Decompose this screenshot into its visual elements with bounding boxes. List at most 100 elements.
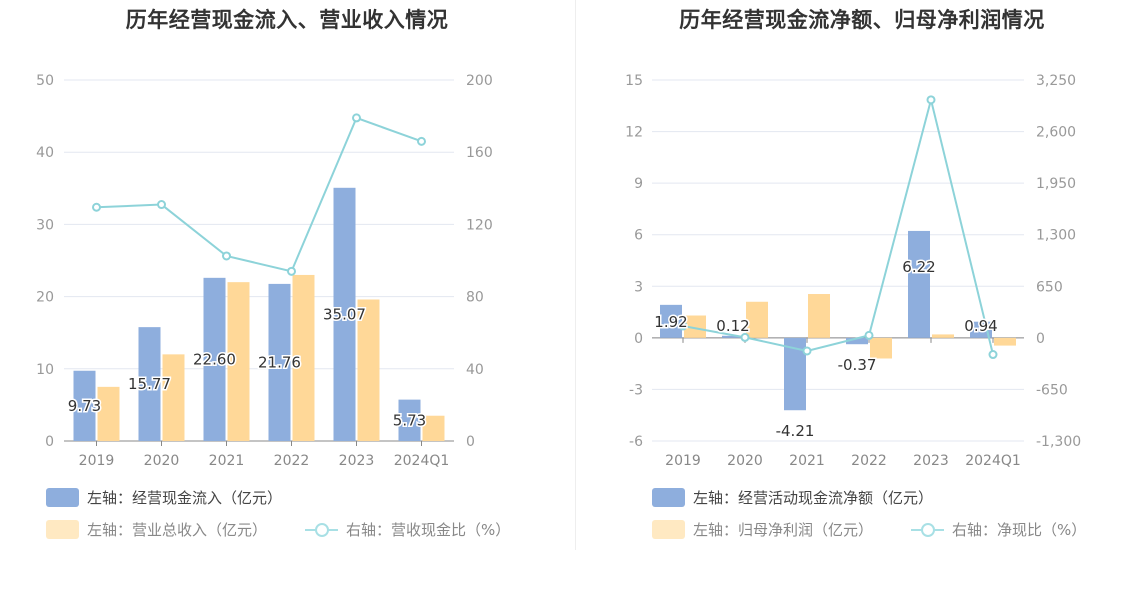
right-chart-panel: 历年经营现金流净额、归母净利润情况 -6 -1,300 -3 -650 0 0 3 650 6 1… <box>576 0 1148 550</box>
y-left-tick-label: 40 <box>36 145 54 161</box>
legend-label[interactable]: 左轴：经营现金流入（亿元） <box>87 489 283 507</box>
line-point <box>157 200 166 210</box>
data-label: 0.12 <box>716 317 749 335</box>
y-right-tick-label: 80 <box>466 290 484 306</box>
legend-label[interactable]: 左轴：营业总收入（亿元） <box>87 521 268 539</box>
right-legend-row-1: 左轴：经营活动现金流净额（亿元） <box>652 487 933 508</box>
x-tick-label: 2021 <box>209 453 245 469</box>
line-point <box>287 266 296 276</box>
data-label: 1.92 <box>654 313 687 331</box>
line-point <box>864 330 874 340</box>
y-left-tick-label: 30 <box>36 217 54 233</box>
y-left-tick-label: 12 <box>625 125 643 141</box>
left-chart-title: 历年经营现金流入、营业收入情况 <box>125 8 449 32</box>
y-left-tick-label: 10 <box>36 362 54 378</box>
data-label: 22.60 <box>193 350 236 368</box>
bar <box>138 327 161 441</box>
left-legend-row-2: 左轴：营业总收入（亿元） 右轴：营收现金比（%） <box>46 519 510 540</box>
bar <box>722 335 744 338</box>
legend-label[interactable]: 左轴：经营活动现金流净额（亿元） <box>693 489 934 507</box>
legend-swatch-line <box>911 520 945 539</box>
legend-swatch-bar-blue <box>652 488 685 507</box>
bar <box>746 301 768 338</box>
bar <box>784 337 806 411</box>
y-right-tick-label: 1,950 <box>1036 176 1076 192</box>
legend-label[interactable]: 右轴：营收现金比（%） <box>346 521 511 539</box>
bar <box>684 315 706 338</box>
y-right-tick-label: -1,300 <box>1036 434 1081 450</box>
left-legend-row-1: 左轴：经营现金流入（亿元） <box>46 487 282 508</box>
bar <box>846 337 868 345</box>
line-point <box>417 136 426 146</box>
x-tick-label: 2024Q1 <box>965 453 1021 469</box>
bar <box>808 294 830 338</box>
y-right-tick-label: 2,600 <box>1036 125 1076 141</box>
line-point <box>678 321 688 331</box>
data-label: 0.94 <box>964 317 997 335</box>
bar <box>994 337 1016 346</box>
line-point <box>802 346 812 356</box>
bar <box>268 283 291 441</box>
legend-swatch-bar-yellow <box>652 520 685 539</box>
data-label: 5.73 <box>393 411 426 429</box>
y-left-tick-label: 0 <box>634 331 643 347</box>
x-tick-label: 2021 <box>789 453 825 469</box>
x-tick-label: 2022 <box>851 453 887 469</box>
y-left-tick-label: 0 <box>45 434 54 450</box>
y-left-tick-label: 3 <box>634 279 643 295</box>
x-tick-label: 2022 <box>274 453 310 469</box>
bar <box>908 230 930 338</box>
bar <box>292 274 315 441</box>
x-tick-label: 2020 <box>727 453 763 469</box>
legend-label[interactable]: 左轴：归母净利润（亿元） <box>693 521 874 539</box>
line-series <box>682 99 994 355</box>
x-tick-label: 2019 <box>79 453 115 469</box>
data-label: 21.76 <box>258 353 301 371</box>
y-right-tick-label: 200 <box>466 73 493 89</box>
data-label: 15.77 <box>128 375 171 393</box>
data-label: 35.07 <box>323 305 366 323</box>
bar <box>162 354 185 441</box>
y-left-tick-label: -6 <box>629 434 643 450</box>
x-tick-label: 2023 <box>913 453 949 469</box>
bar <box>73 370 96 441</box>
y-right-tick-label: 3,250 <box>1036 73 1076 89</box>
y-right-tick-label: 160 <box>466 145 493 161</box>
data-label: 6.22 <box>902 258 935 276</box>
y-left-tick-label: 20 <box>36 290 54 306</box>
bar <box>660 304 682 338</box>
bar <box>357 299 380 441</box>
y-right-tick-label: 40 <box>466 362 484 378</box>
right-chart-plot: -6 -1,300 -3 -650 0 0 3 650 6 1,300 9 1,950 12 2,600 1… <box>625 73 1081 469</box>
legend-swatch-line <box>305 520 339 539</box>
legend-swatch-bar-blue <box>46 488 79 507</box>
bar <box>932 334 954 338</box>
bar <box>203 277 226 441</box>
line-point <box>988 350 998 360</box>
data-label: -0.37 <box>838 356 877 374</box>
y-right-tick-label: 120 <box>466 217 493 233</box>
y-left-tick-label: 15 <box>625 73 643 89</box>
y-right-tick-label: -650 <box>1036 382 1068 398</box>
data-label: 9.73 <box>68 397 101 415</box>
x-tick-label: 2020 <box>144 453 180 469</box>
panel-divider <box>575 0 576 550</box>
data-label: -4.21 <box>776 422 815 440</box>
x-tick-label: 2019 <box>665 453 701 469</box>
y-left-tick-label: -3 <box>629 382 643 398</box>
line-point <box>926 95 936 105</box>
line-point <box>352 113 361 123</box>
bar <box>422 415 445 441</box>
line-point <box>222 251 231 261</box>
legend-label[interactable]: 右轴：净现比（%） <box>952 521 1087 539</box>
y-left-tick-label: 50 <box>36 73 54 89</box>
y-left-tick-label: 9 <box>634 176 643 192</box>
right-legend-row-2: 左轴：归母净利润（亿元） 右轴：净现比（%） <box>652 519 1086 540</box>
y-right-tick-label: 0 <box>466 434 475 450</box>
bar <box>398 399 421 441</box>
y-right-tick-label: 650 <box>1036 279 1063 295</box>
y-right-tick-label: 0 <box>1036 331 1045 347</box>
bar <box>333 187 356 441</box>
bar <box>227 282 250 441</box>
left-chart-panel: 历年经营现金流入、营业收入情况 0 0 10 40 20 80 30 120 40 160 50 20… <box>0 0 574 550</box>
